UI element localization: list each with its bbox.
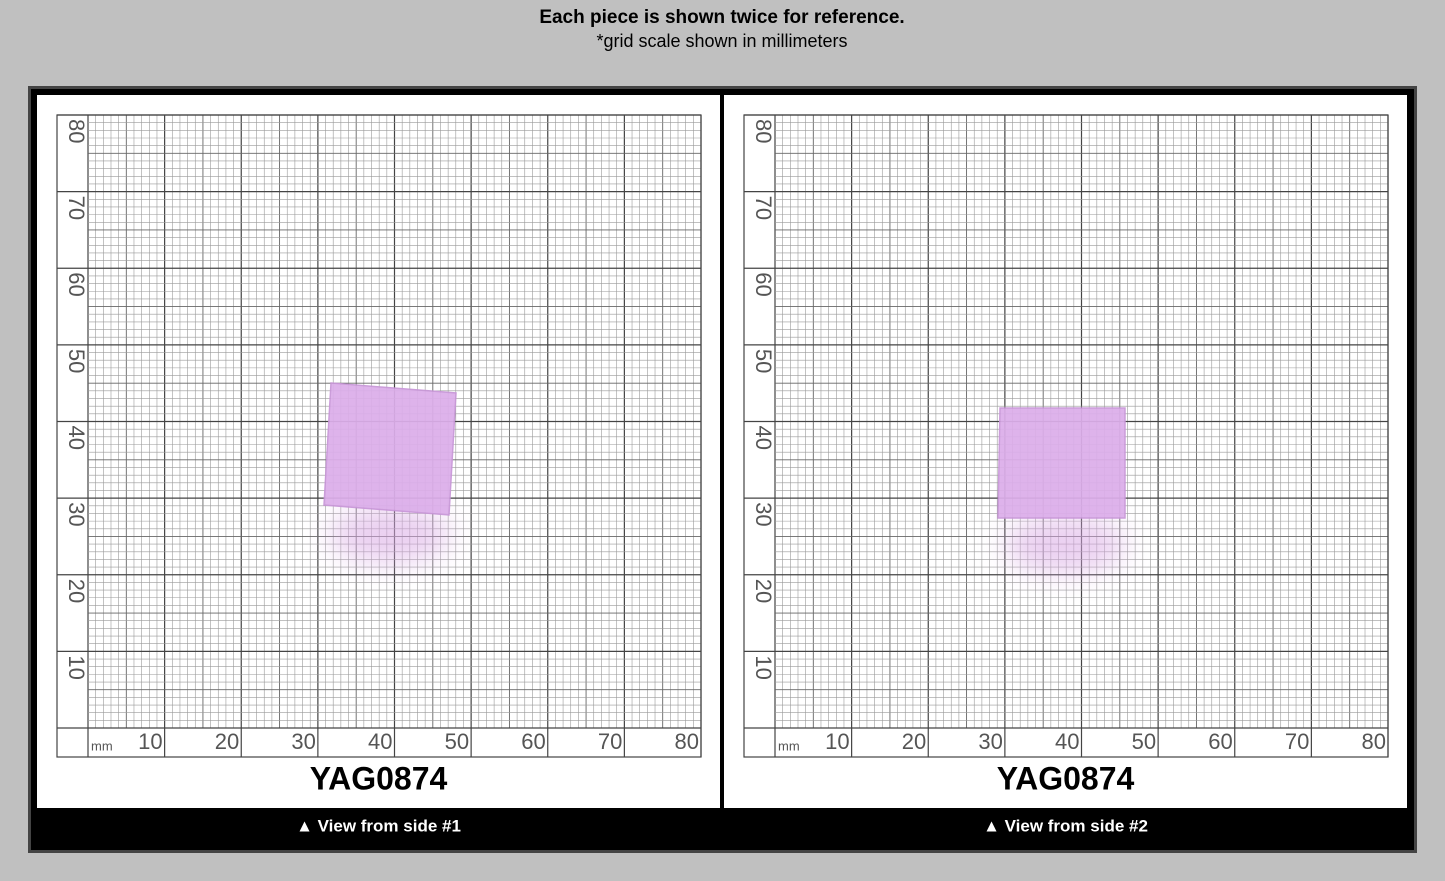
x-tick-label: 30	[978, 729, 1002, 754]
x-tick-label: 70	[1285, 729, 1309, 754]
x-tick-label: 80	[675, 729, 699, 754]
unit-label: mm	[778, 738, 800, 753]
x-tick-label: 40	[368, 729, 392, 754]
y-tick-label: 20	[64, 579, 89, 603]
y-tick-label: 50	[64, 349, 89, 373]
y-tick-label: 30	[64, 502, 89, 526]
header-title: Each piece is shown twice for reference.	[539, 7, 904, 28]
x-tick-label: 30	[291, 729, 315, 754]
x-tick-label: 50	[1132, 729, 1156, 754]
y-tick-label: 20	[751, 579, 776, 603]
grid-border	[56, 114, 702, 758]
x-tick-label: 60	[521, 729, 545, 754]
x-tick-label: 20	[902, 729, 926, 754]
gem-piece	[323, 382, 457, 516]
y-tick-label: 60	[751, 272, 776, 296]
x-tick-label: 10	[825, 729, 849, 754]
x-tick-label: 70	[598, 729, 622, 754]
view-caption: ▲ View from side #2	[983, 816, 1148, 835]
grid-border	[743, 114, 1389, 758]
y-tick-label: 10	[751, 655, 776, 679]
y-tick-label: 70	[64, 196, 89, 220]
piece-shadow	[330, 507, 450, 563]
gem-piece	[997, 407, 1126, 519]
unit-label: mm	[91, 738, 113, 753]
y-tick-label: 40	[751, 426, 776, 450]
grid	[744, 114, 1389, 757]
x-tick-label: 50	[445, 729, 469, 754]
x-tick-label: 20	[215, 729, 239, 754]
y-tick-label: 10	[64, 655, 89, 679]
x-tick-label: 60	[1208, 729, 1232, 754]
y-tick-label: 30	[751, 502, 776, 526]
y-tick-label: 50	[751, 349, 776, 373]
y-tick-label: 80	[751, 119, 776, 143]
y-tick-label: 40	[64, 426, 89, 450]
piece-shadow	[1005, 517, 1125, 573]
x-tick-label: 80	[1362, 729, 1386, 754]
item-code: YAG0874	[310, 760, 448, 796]
y-tick-label: 80	[64, 119, 89, 143]
x-tick-label: 10	[138, 729, 162, 754]
y-tick-label: 70	[751, 196, 776, 220]
item-code: YAG0874	[997, 760, 1135, 796]
grid	[57, 114, 702, 757]
y-tick-label: 60	[64, 272, 89, 296]
view-caption: ▲ View from side #1	[296, 816, 461, 835]
header-subtitle: *grid scale shown in millimeters	[596, 31, 847, 51]
x-tick-label: 40	[1055, 729, 1079, 754]
